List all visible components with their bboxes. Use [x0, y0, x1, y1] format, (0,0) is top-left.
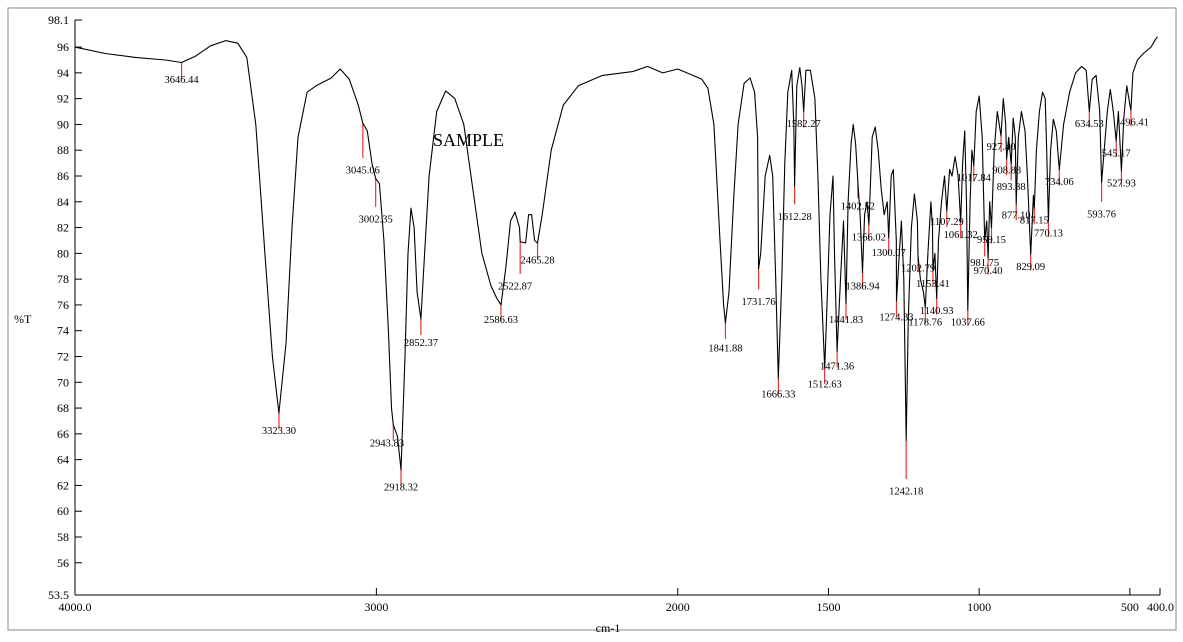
peak-label: 3323.30 — [262, 426, 296, 437]
y-tick-label: 53.5 — [48, 588, 69, 602]
peak-label: 2465.28 — [520, 256, 554, 267]
peak-label: 1242.18 — [889, 486, 923, 497]
y-tick-label: 84 — [57, 195, 69, 209]
peak-label: 1366.02 — [852, 232, 886, 243]
peak-label: 496.41 — [1120, 118, 1149, 129]
peak-label: 1107.29 — [930, 217, 964, 228]
x-tick-label: 4000.0 — [59, 600, 92, 614]
sample-annotation: SAMPLE — [433, 130, 504, 150]
y-tick-label: 90 — [57, 117, 69, 131]
peak-label: 981.75 — [970, 258, 999, 269]
peak-label: 3045.06 — [346, 165, 380, 176]
peak-markers — [180, 62, 1132, 486]
peak-label: 1386.94 — [845, 281, 880, 292]
peak-label: 1612.28 — [778, 212, 812, 223]
peak-label: 2522.87 — [498, 281, 532, 292]
y-tick-label: 70 — [57, 375, 69, 389]
peak-label: 927.40 — [987, 142, 1016, 153]
peak-label: 877.10 — [1002, 211, 1031, 222]
peak-label: 770.13 — [1034, 229, 1063, 240]
x-tick-label: 400.0 — [1147, 600, 1174, 614]
peak-label: 1153.41 — [916, 279, 950, 290]
peak-label: 2586.63 — [484, 315, 518, 326]
y-tick-label: 64 — [57, 453, 69, 467]
y-tick-label: 68 — [57, 401, 69, 415]
x-tick-label: 2000 — [666, 600, 690, 614]
y-tick-label: 60 — [57, 504, 69, 518]
x-tick-label: 3000 — [364, 600, 388, 614]
x-tick-label: 1000 — [967, 600, 991, 614]
y-tick-label: 66 — [57, 427, 69, 441]
y-tick-label: 62 — [57, 478, 69, 492]
peak-label: 2918.32 — [384, 483, 418, 494]
y-tick-label: 88 — [57, 143, 69, 157]
peak-label: 1471.36 — [820, 361, 854, 372]
peak-label: 3646.44 — [164, 75, 199, 86]
peak-label: 1061.32 — [944, 230, 978, 241]
peak-label: 959.15 — [977, 235, 1006, 246]
y-tick-label: 92 — [57, 92, 69, 106]
y-axis-ticks: 98.1 96 94 92 90 88 86 84 82 80 78 76 74 72 70 68 66 64 62… — [48, 13, 82, 602]
peak-label: 1202.79 — [901, 263, 935, 274]
y-tick-label: 96 — [57, 40, 69, 54]
peak-label: 3002.35 — [359, 214, 393, 225]
peak-label: 1666.33 — [761, 390, 795, 401]
y-tick-label: 74 — [57, 324, 69, 338]
y-tick-label: 72 — [57, 349, 69, 363]
y-tick-label: 82 — [57, 221, 69, 235]
y-tick-label: 94 — [57, 66, 69, 80]
peak-label: 1300.07 — [872, 248, 906, 259]
peak-label: 1037.66 — [951, 318, 985, 329]
y-tick-label: 78 — [57, 272, 69, 286]
peak-label: 2943.83 — [370, 439, 404, 450]
peak-labels: 3646.44 3323.30 3045.06 3002.35 2943.83 2918.… — [164, 75, 1148, 497]
x-axis-ticks: 4000.0 3000 2000 1500 1000 500 400.0 — [59, 588, 1174, 614]
y-tick-label: 86 — [57, 169, 69, 183]
peak-label: 634.53 — [1075, 119, 1104, 130]
peak-label: 1274.33 — [879, 312, 913, 323]
peak-label: 545.17 — [1102, 149, 1131, 160]
spectrum-line — [74, 36, 1159, 471]
peak-label: 970.40 — [974, 266, 1003, 277]
y-tick-label: 58 — [57, 530, 69, 544]
peak-label: 2852.37 — [404, 338, 438, 349]
peak-label: 1402.52 — [841, 202, 875, 213]
peak-label: 893.88 — [997, 182, 1026, 193]
peak-label: 734.06 — [1045, 177, 1074, 188]
y-tick-label: 56 — [57, 556, 69, 570]
peak-label: 1512.63 — [808, 379, 842, 390]
y-axis-title: %T — [14, 312, 32, 326]
peak-label: 817.15 — [1020, 216, 1049, 227]
x-tick-label: 500 — [1121, 600, 1139, 614]
peak-label: 593.76 — [1087, 209, 1116, 220]
y-tick-label: 76 — [57, 298, 69, 312]
figure-border — [7, 7, 1177, 631]
peak-label: 908.88 — [992, 165, 1021, 176]
peak-label: 1841.88 — [708, 343, 742, 354]
peak-label: 1017.84 — [957, 173, 992, 184]
peak-label: 1441.83 — [829, 315, 863, 326]
x-tick-label: 1500 — [816, 600, 840, 614]
x-axis-title: cm-1 — [596, 621, 621, 635]
y-tick-label: 80 — [57, 246, 69, 260]
peak-label: 1178.76 — [908, 318, 942, 329]
peak-label: 829.09 — [1016, 262, 1045, 273]
peak-label: 527.93 — [1107, 178, 1136, 189]
peak-label: 1731.76 — [742, 297, 776, 308]
y-tick-label: 98.1 — [48, 13, 69, 27]
peak-label: 1582.27 — [787, 119, 821, 130]
peak-label: 1140.93 — [920, 306, 954, 317]
